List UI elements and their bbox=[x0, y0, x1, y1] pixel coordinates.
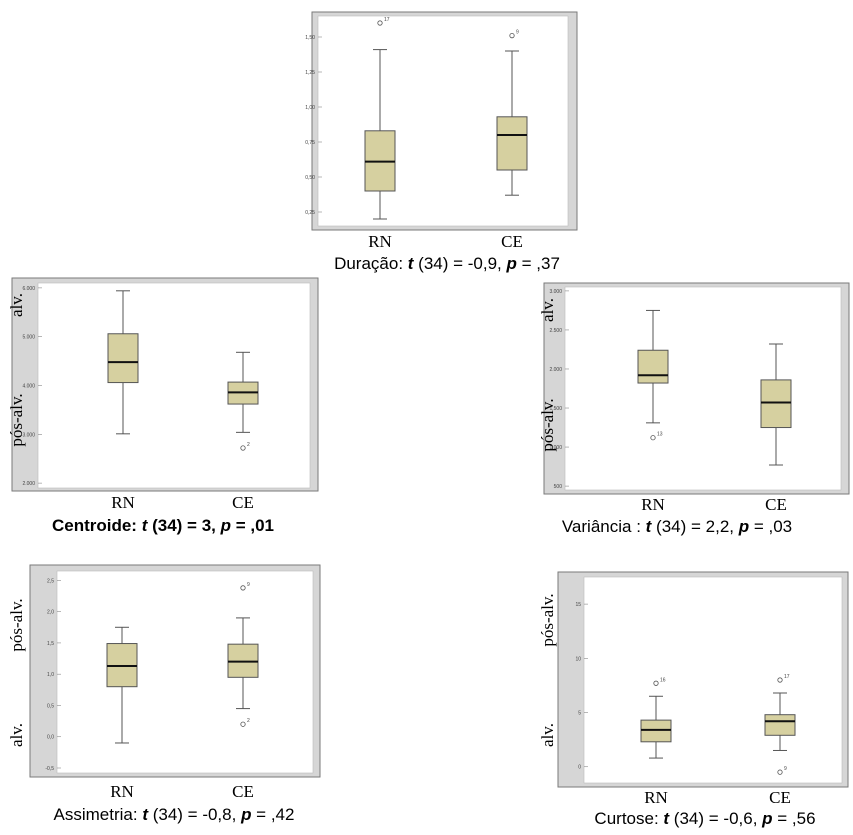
box-rn: 17 bbox=[364, 17, 396, 220]
side-label-top: alv. bbox=[538, 298, 557, 322]
y-tick-label: 1,50 bbox=[305, 35, 315, 41]
y-tick-label: 1,00 bbox=[305, 105, 315, 111]
y-tick-label: 0,50 bbox=[305, 175, 315, 181]
category-label: CE bbox=[769, 788, 791, 807]
chart-caption: Centroide: t (34) = 3, p = ,01 bbox=[52, 516, 274, 535]
outlier-point bbox=[653, 680, 659, 686]
y-tick-label: 0 bbox=[578, 765, 581, 771]
category-label: RN bbox=[111, 493, 135, 512]
y-tick-label: 15 bbox=[575, 602, 581, 608]
category-label: CE bbox=[232, 493, 254, 512]
plot-area bbox=[56, 570, 314, 774]
box-ce: 2 bbox=[227, 351, 259, 451]
y-tick-label: 5.000 bbox=[22, 335, 35, 341]
outlier-point bbox=[650, 435, 656, 441]
outlier-label: 16 bbox=[660, 677, 666, 683]
outlier-point bbox=[509, 32, 515, 39]
box-rn bbox=[106, 626, 138, 744]
outlier-label: 9 bbox=[247, 582, 250, 588]
outlier-label: 2 bbox=[247, 718, 250, 724]
y-tick-label: 0,5 bbox=[47, 703, 54, 709]
box-rn: 16 bbox=[640, 677, 672, 759]
y-tick-label: 2.500 bbox=[549, 328, 562, 334]
side-label-bottom: pós-alv. bbox=[7, 393, 26, 446]
y-tick-label: 2.000 bbox=[22, 481, 35, 487]
box-ce bbox=[760, 343, 792, 466]
side-label-top: alv. bbox=[7, 293, 26, 317]
y-tick-label: 1,25 bbox=[305, 70, 315, 76]
y-tick-label: 6.000 bbox=[22, 286, 35, 292]
y-tick-label: 1,5 bbox=[47, 641, 54, 647]
y-tick-label: 0,0 bbox=[47, 735, 54, 741]
y-tick-label: 0,25 bbox=[305, 210, 315, 216]
category-label: RN bbox=[644, 788, 668, 807]
plot-area bbox=[317, 15, 569, 227]
outlier-point bbox=[240, 721, 246, 727]
y-tick-label: 3.000 bbox=[549, 289, 562, 295]
outlier-label: 9 bbox=[516, 30, 519, 36]
category-label: RN bbox=[368, 232, 392, 251]
outlier-label: 13 bbox=[657, 432, 663, 438]
iqr-box bbox=[760, 379, 792, 429]
iqr-box bbox=[637, 349, 669, 384]
chart-caption: Duração: t (34) = -0,9, p = ,37 bbox=[334, 254, 560, 273]
y-tick-label: 3.000 bbox=[22, 432, 35, 438]
iqr-box bbox=[496, 116, 528, 171]
side-label-bottom: alv. bbox=[7, 723, 26, 747]
category-label: RN bbox=[110, 782, 134, 801]
y-tick-label: 1.500 bbox=[549, 406, 562, 412]
outlier-label: 2 bbox=[247, 442, 250, 448]
category-label: CE bbox=[232, 782, 254, 801]
y-tick-label: 4.000 bbox=[22, 384, 35, 390]
y-tick-label: 10 bbox=[575, 656, 581, 662]
iqr-box bbox=[640, 719, 672, 743]
plot-area bbox=[583, 576, 843, 784]
outlier-point bbox=[240, 585, 246, 591]
chart-panel-4: -0,50,00,51,01,52,02,5RN29CEpós-alv.alv.… bbox=[7, 564, 321, 824]
chart-panel-3: 500 1.000 1.500 2.000 2.500 3.000 13 RN CE alv. pó… bbox=[538, 282, 850, 536]
box-ce: 29 bbox=[227, 582, 259, 727]
chart-panel-1: 0,25 0,50 0,75 1,00 1,25 1,50 17 RN 9 CE Duração: … bbox=[305, 11, 578, 273]
side-label-top: pós-alv. bbox=[538, 593, 557, 646]
chart-caption: Variância : t (34) = 2,2, p = ,03 bbox=[562, 517, 792, 536]
side-label-bottom: alv. bbox=[538, 723, 557, 747]
side-label-bottom: pós-alv. bbox=[538, 398, 557, 451]
outlier-point bbox=[777, 677, 783, 683]
plot-area bbox=[37, 282, 311, 489]
outlier-label: 17 bbox=[784, 674, 790, 680]
y-tick-label: 5 bbox=[578, 711, 581, 717]
iqr-box bbox=[764, 714, 796, 736]
category-label: RN bbox=[641, 495, 665, 514]
chart-caption: Assimetria: t (34) = -0,8, p = ,42 bbox=[54, 805, 295, 824]
y-tick-label: 500 bbox=[554, 484, 563, 490]
y-tick-label: -0,5 bbox=[45, 766, 54, 772]
y-tick-label: 2,5 bbox=[47, 578, 54, 584]
outlier-point bbox=[777, 769, 783, 775]
outlier-label: 17 bbox=[384, 17, 390, 23]
outlier-point bbox=[377, 20, 383, 26]
outlier-label: 9 bbox=[784, 766, 787, 772]
outlier-point bbox=[240, 445, 246, 451]
category-label: CE bbox=[765, 495, 787, 514]
box-rn bbox=[107, 290, 139, 435]
box-ce: 9 17 bbox=[764, 674, 796, 775]
y-tick-label: 2,0 bbox=[47, 610, 54, 616]
y-tick-label: 1.000 bbox=[549, 445, 562, 451]
chart-panel-5: 0 5 10 15 16 RN 9 17 CE pós-alv. alv. Curtose: t (3… bbox=[538, 571, 849, 828]
chart-panel-2: 2.000 3.000 4.000 5.000 6.000 RN 2 CE alv. pós-al… bbox=[7, 277, 319, 535]
plot-area bbox=[564, 286, 842, 491]
category-label: CE bbox=[501, 232, 523, 251]
side-label-top: pós-alv. bbox=[7, 598, 26, 651]
chart-caption: Curtose: t (34) = -0,6, p = ,56 bbox=[594, 809, 815, 828]
y-tick-label: 2.000 bbox=[549, 367, 562, 373]
y-tick-label: 0,75 bbox=[305, 140, 315, 146]
iqr-box bbox=[107, 333, 139, 384]
box-ce: 9 bbox=[496, 30, 528, 196]
y-tick-label: 1,0 bbox=[47, 672, 54, 678]
box-rn: 13 bbox=[637, 309, 669, 441]
